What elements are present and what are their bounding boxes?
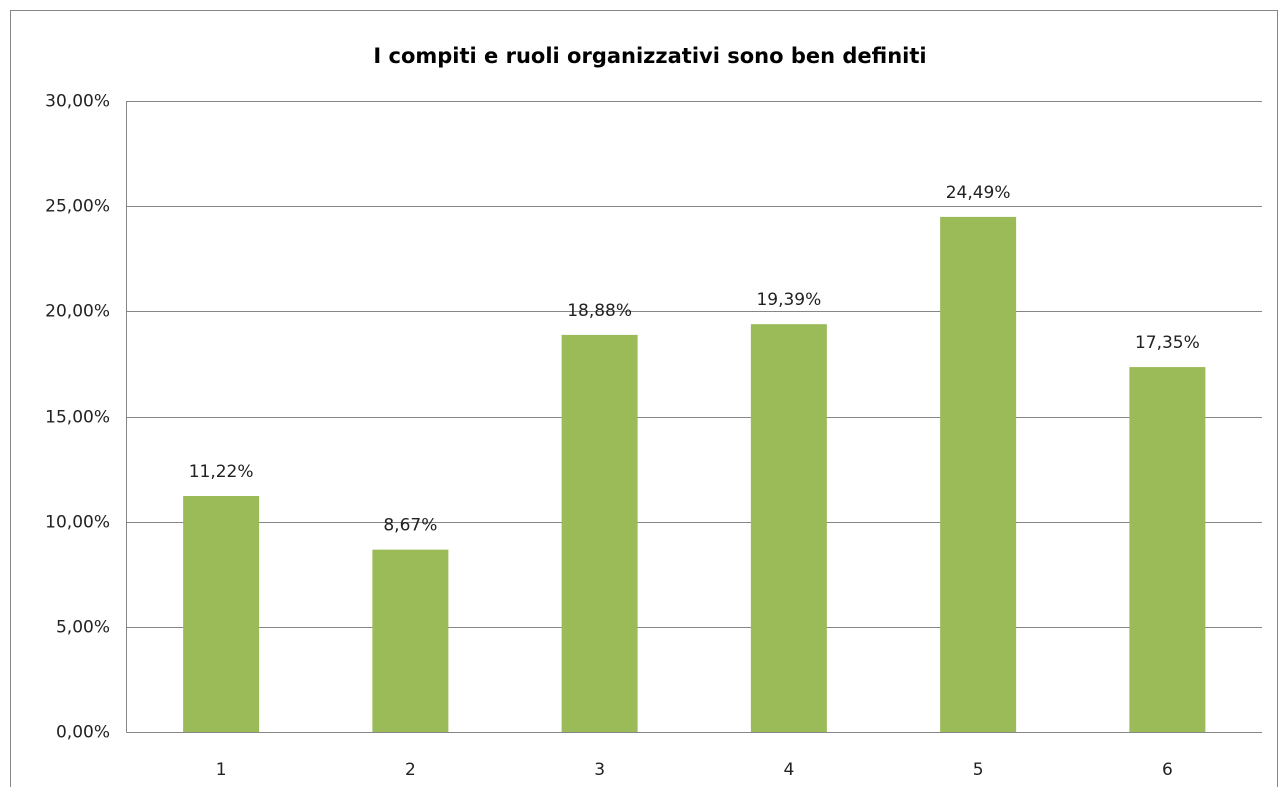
x-tick-label: 5 xyxy=(973,760,984,780)
bar xyxy=(561,334,638,732)
y-tick-label: 10,00% xyxy=(45,513,110,533)
x-tick-label: 6 xyxy=(1162,760,1173,780)
y-tick-label: 25,00% xyxy=(45,197,110,217)
x-tick-label: 1 xyxy=(216,760,227,780)
bar xyxy=(750,324,827,732)
value-label: 19,39% xyxy=(756,290,821,310)
chart-title: I compiti e ruoli organizzativi sono ben… xyxy=(373,44,926,68)
y-tick-label: 20,00% xyxy=(45,302,110,322)
x-tick-label: 3 xyxy=(594,760,605,780)
y-tick-label: 5,00% xyxy=(56,618,110,638)
bar xyxy=(940,216,1017,732)
x-tick-label: 4 xyxy=(783,760,794,780)
x-tick-label: 2 xyxy=(405,760,416,780)
bar xyxy=(372,549,449,732)
y-tick-label: 0,00% xyxy=(56,723,110,743)
value-label: 8,67% xyxy=(383,516,437,536)
value-label: 24,49% xyxy=(946,183,1011,203)
y-tick-label: 15,00% xyxy=(45,408,110,428)
bar xyxy=(1129,367,1206,732)
value-label: 11,22% xyxy=(189,462,254,482)
value-label: 18,88% xyxy=(567,301,632,321)
bar xyxy=(183,496,260,732)
y-tick-label: 30,00% xyxy=(45,92,110,112)
value-label: 17,35% xyxy=(1135,333,1200,353)
